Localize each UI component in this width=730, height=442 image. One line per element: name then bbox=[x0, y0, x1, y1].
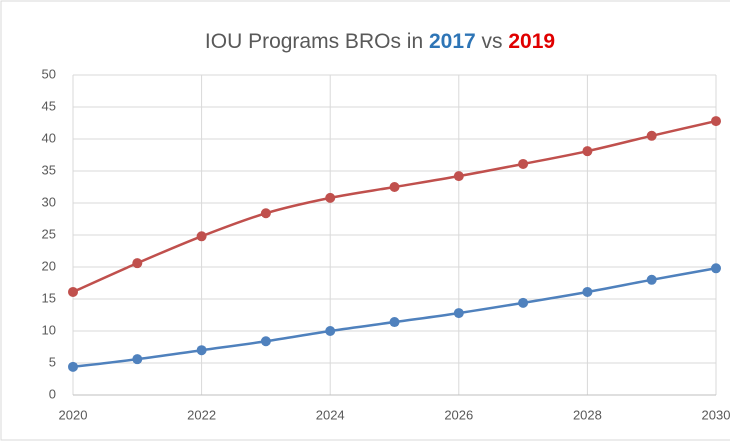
y-tick-label: 25 bbox=[42, 226, 56, 241]
x-tick-label: 2022 bbox=[187, 407, 216, 422]
y-tick-label: 35 bbox=[42, 162, 56, 177]
y-tick-label: 45 bbox=[42, 98, 56, 113]
data-point bbox=[132, 354, 143, 365]
data-point bbox=[646, 274, 657, 285]
y-tick-label: 0 bbox=[49, 386, 56, 401]
data-point bbox=[68, 286, 78, 297]
data-point bbox=[711, 116, 721, 127]
chart-title: IOU Programs BROs in 2017 vs 2019 bbox=[205, 30, 555, 53]
data-point bbox=[260, 208, 271, 219]
y-tick-label: 15 bbox=[42, 290, 56, 305]
y-tick-label: 50 bbox=[42, 66, 56, 81]
data-point bbox=[518, 158, 529, 169]
x-tick-label: 2020 bbox=[59, 407, 88, 422]
data-point bbox=[389, 182, 400, 192]
title-part: 2017 bbox=[429, 30, 476, 53]
y-tick-label: 20 bbox=[42, 258, 56, 273]
data-point bbox=[582, 146, 593, 157]
data-point bbox=[196, 345, 207, 356]
data-point bbox=[196, 231, 207, 242]
data-point bbox=[389, 317, 400, 328]
y-tick-label: 40 bbox=[42, 130, 56, 145]
data-point bbox=[582, 286, 593, 297]
y-tick-label: 5 bbox=[49, 354, 56, 369]
data-point bbox=[453, 308, 464, 319]
data-point bbox=[68, 361, 78, 372]
x-tick-label: 2030 bbox=[702, 407, 730, 422]
x-tick-label: 2028 bbox=[573, 407, 602, 422]
data-point bbox=[260, 336, 271, 347]
x-tick-label: 2024 bbox=[316, 407, 345, 422]
y-tick-label: 30 bbox=[42, 194, 56, 209]
data-point bbox=[453, 171, 464, 182]
data-point bbox=[325, 326, 336, 336]
data-point bbox=[132, 258, 143, 269]
data-point bbox=[325, 192, 336, 203]
y-tick-label: 10 bbox=[42, 322, 56, 337]
title-part: IOU Programs BROs in bbox=[205, 30, 429, 53]
title-part: vs bbox=[476, 30, 509, 53]
data-point bbox=[711, 263, 721, 274]
data-point bbox=[518, 297, 529, 308]
x-tick-label: 2026 bbox=[444, 407, 473, 422]
title-part: 2019 bbox=[508, 30, 555, 53]
data-point bbox=[646, 130, 657, 141]
